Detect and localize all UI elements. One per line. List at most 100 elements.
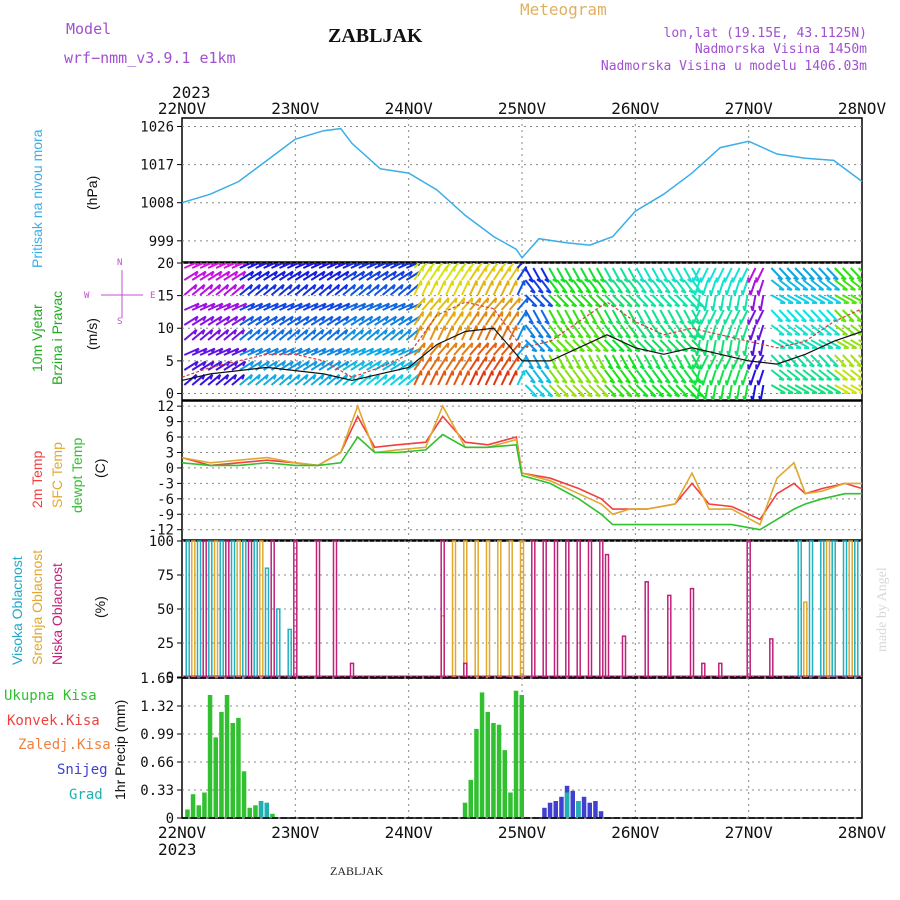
wind-barb-head — [785, 364, 791, 368]
wind-barb — [318, 360, 334, 371]
wind-barb — [704, 294, 709, 311]
wind-barb-head — [250, 263, 255, 267]
precip-total-bar — [270, 813, 275, 818]
wind-unit: (m/s) — [84, 318, 100, 350]
precip-hail-bar — [576, 801, 581, 818]
wind-barb-head — [698, 303, 704, 308]
wind-barb-head — [561, 289, 568, 294]
wind-barb — [603, 354, 614, 370]
wind-barb-head — [552, 365, 558, 370]
precip-total-bar — [202, 792, 207, 818]
wind-barb — [683, 354, 693, 370]
wind-barb — [849, 309, 862, 323]
wind-barb — [207, 270, 223, 281]
wind-barb-head — [560, 365, 566, 370]
wind-barb-head — [785, 319, 791, 323]
wind-barb-head — [794, 378, 800, 381]
wind-barb-head — [563, 303, 569, 308]
wind-barb — [651, 339, 665, 353]
wind-barb-head — [392, 361, 398, 367]
wind-barb — [262, 283, 277, 296]
wind-barb — [279, 263, 294, 269]
wind-barb — [755, 309, 765, 325]
wind-barb-head — [249, 284, 254, 290]
wind-barb-head — [345, 302, 351, 309]
wind-barb-head — [408, 271, 413, 277]
wind-barb — [643, 339, 657, 353]
wind-barb — [413, 370, 423, 386]
wind-barb — [611, 369, 624, 384]
wind-barb — [683, 339, 697, 353]
date-label-bottom: 22NOV — [158, 823, 207, 842]
wind-barb — [469, 297, 482, 311]
wind-barb — [709, 279, 717, 296]
wind-barb-head — [478, 342, 482, 349]
cloud-low-bar — [604, 553, 610, 678]
wind-barb-head — [593, 289, 599, 294]
wind-barb-head — [642, 393, 649, 398]
wind-barb-head — [290, 347, 295, 354]
cloud-label-high: Visoka Oblacnost — [9, 556, 25, 665]
wind-barb-head — [288, 284, 293, 290]
wind-barb-head — [666, 348, 672, 353]
wind-barb-head — [650, 348, 656, 353]
wind-barb — [302, 328, 317, 341]
wind-barb-head — [321, 347, 327, 354]
wind-barb-head — [834, 288, 840, 291]
wind-barb — [802, 279, 817, 291]
wind-barb — [619, 384, 633, 398]
wind-barb — [460, 370, 470, 386]
wind-barb — [595, 369, 608, 384]
wind-barb-head — [384, 316, 390, 322]
wind-barb-head — [209, 284, 214, 290]
wind-barb-head — [536, 365, 542, 370]
date-label-bottom: 28NOV — [838, 823, 887, 842]
wind-barb — [524, 354, 535, 370]
wind-barb-head — [693, 335, 696, 341]
wind-barb-head — [234, 302, 240, 309]
wind-barb-head — [502, 297, 506, 304]
wind-barb-head — [384, 374, 388, 380]
wind-barb — [453, 263, 460, 269]
wind-barb — [723, 354, 733, 370]
wind-barb-head — [424, 256, 425, 261]
cloud-mid-bar — [259, 540, 264, 678]
wind-barb-head — [639, 320, 645, 325]
wind-barb-head — [858, 288, 862, 291]
wind-barb-head — [392, 374, 396, 380]
wind-barb-head — [495, 256, 496, 261]
wind-barb-head — [234, 347, 240, 354]
wind-barb-head — [519, 256, 520, 261]
wind-barb-head — [818, 288, 824, 291]
wind-barb — [382, 360, 397, 371]
wind-barb-head — [609, 379, 615, 384]
wind-barb — [818, 339, 834, 349]
wind-barb-head — [603, 303, 609, 308]
wind-barb-head — [226, 271, 231, 277]
wind-barb-head — [345, 347, 351, 354]
wind-barb-head — [288, 374, 293, 380]
wind-barb-head — [809, 319, 815, 323]
wind-barb-head — [740, 290, 744, 296]
wind-barb-head — [242, 302, 248, 309]
wind-barb — [350, 302, 366, 311]
wind-barb — [350, 315, 365, 326]
precip-snow-bar — [598, 811, 604, 818]
wind-barb — [239, 373, 253, 386]
wind-barb — [627, 267, 638, 283]
temp-ytick-label: 3 — [166, 445, 174, 461]
wind-barb — [731, 354, 741, 370]
wind-barb — [595, 279, 608, 294]
wind-barb — [548, 324, 560, 339]
wind-barb — [453, 370, 462, 386]
wind-barb-head — [547, 348, 553, 353]
wind-barb — [183, 328, 198, 341]
wind-barb-head — [848, 319, 855, 323]
wind-barb — [247, 328, 261, 341]
wind-barb — [278, 315, 294, 326]
wind-barb-head — [555, 348, 561, 353]
wind-barb — [643, 309, 654, 325]
cloud-high-bar — [219, 540, 224, 678]
wind-barb-head — [618, 348, 625, 353]
wind-barb-head — [756, 290, 760, 296]
